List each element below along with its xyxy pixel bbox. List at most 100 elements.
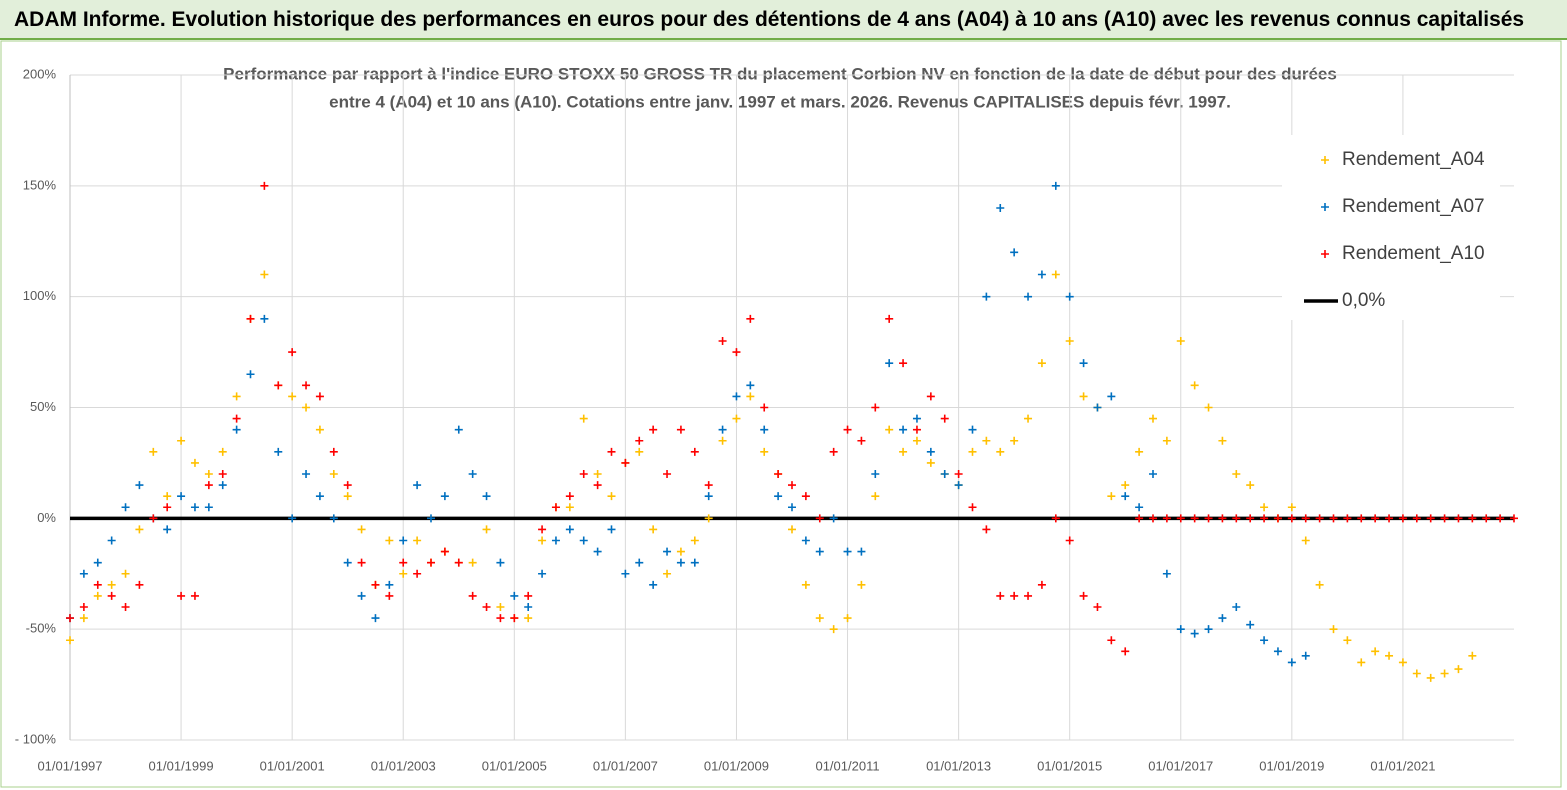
- point: [690, 536, 699, 545]
- point: [1232, 603, 1241, 611]
- point: [524, 603, 533, 611]
- point: [232, 425, 241, 434]
- point: [1260, 514, 1269, 523]
- point: [1315, 514, 1324, 523]
- point: [218, 470, 227, 478]
- point: [565, 503, 574, 512]
- point: [204, 503, 213, 512]
- point: [1468, 651, 1477, 660]
- point: [885, 359, 894, 368]
- legend-label: Rendement_A07: [1342, 196, 1485, 217]
- point: [1440, 669, 1449, 678]
- point: [982, 525, 991, 534]
- point: [1260, 636, 1269, 645]
- point: [593, 470, 602, 478]
- point: [1371, 647, 1380, 656]
- point: [413, 569, 422, 578]
- point: [1176, 625, 1185, 634]
- point: [843, 547, 852, 556]
- point: [79, 569, 88, 578]
- point: [1010, 591, 1019, 600]
- point: [663, 569, 672, 578]
- point: [815, 614, 824, 623]
- point: [649, 425, 658, 434]
- point: [815, 514, 824, 523]
- point: [843, 614, 852, 623]
- point: [871, 492, 880, 501]
- point: [940, 414, 949, 423]
- subtitle-line: entre 4 (A04) et 10 ans (A10). Cotations…: [329, 92, 1231, 111]
- point: [1343, 636, 1352, 645]
- point: [1149, 470, 1157, 478]
- point: [93, 558, 102, 567]
- x-tick-label: 01/01/1997: [37, 758, 102, 773]
- point: [524, 614, 533, 623]
- point: [996, 591, 1005, 600]
- point: [135, 525, 144, 534]
- point: [385, 536, 394, 545]
- point: [1093, 403, 1102, 412]
- point: [427, 558, 435, 567]
- point: [232, 414, 241, 423]
- point: [1149, 514, 1157, 523]
- point: [524, 591, 533, 600]
- point: [774, 492, 783, 501]
- legend-label: Rendement_A10: [1342, 243, 1485, 264]
- point: [1301, 651, 1310, 660]
- point: [399, 536, 408, 545]
- point: [260, 181, 269, 190]
- point: [635, 558, 644, 567]
- point: [482, 525, 491, 534]
- point: [329, 447, 338, 456]
- point: [801, 492, 810, 501]
- point: [912, 414, 921, 423]
- point: [871, 470, 880, 478]
- point: [788, 481, 796, 490]
- subtitle-line: Performance par rapport à l'indice EURO …: [223, 64, 1337, 83]
- point: [1246, 514, 1255, 523]
- point: [607, 447, 616, 456]
- point: [232, 392, 241, 401]
- y-tick-label: -50%: [26, 621, 57, 636]
- point: [718, 436, 727, 445]
- point: [760, 425, 769, 434]
- point: [1454, 514, 1463, 523]
- x-tick-label: 01/01/2021: [1370, 758, 1435, 773]
- point: [1176, 337, 1185, 345]
- point: [107, 536, 116, 545]
- point: [607, 525, 616, 534]
- point: [343, 492, 352, 501]
- legend-marker: [1321, 203, 1329, 211]
- point: [302, 381, 311, 390]
- point: [496, 558, 505, 567]
- point: [1385, 651, 1394, 660]
- point: [1121, 481, 1130, 490]
- point: [1426, 514, 1435, 523]
- point: [288, 514, 297, 523]
- point: [79, 614, 88, 623]
- point: [788, 503, 796, 512]
- point: [1329, 514, 1338, 523]
- point: [440, 492, 449, 501]
- point: [1204, 625, 1213, 634]
- point: [66, 614, 74, 623]
- point: [718, 337, 727, 345]
- point: [246, 370, 255, 379]
- point: [427, 514, 435, 523]
- point: [343, 558, 352, 567]
- point: [357, 591, 366, 600]
- point: [899, 447, 908, 456]
- point: [385, 591, 394, 600]
- point: [66, 636, 74, 645]
- point: [676, 425, 685, 434]
- point: [260, 270, 269, 279]
- point: [899, 425, 908, 434]
- point: [1412, 669, 1421, 678]
- point: [163, 525, 172, 534]
- point: [704, 481, 713, 490]
- point: [829, 514, 838, 523]
- point: [135, 580, 144, 589]
- legend-label: Rendement_A04: [1342, 149, 1485, 170]
- point: [288, 392, 297, 401]
- y-tick-label: 150%: [23, 177, 57, 192]
